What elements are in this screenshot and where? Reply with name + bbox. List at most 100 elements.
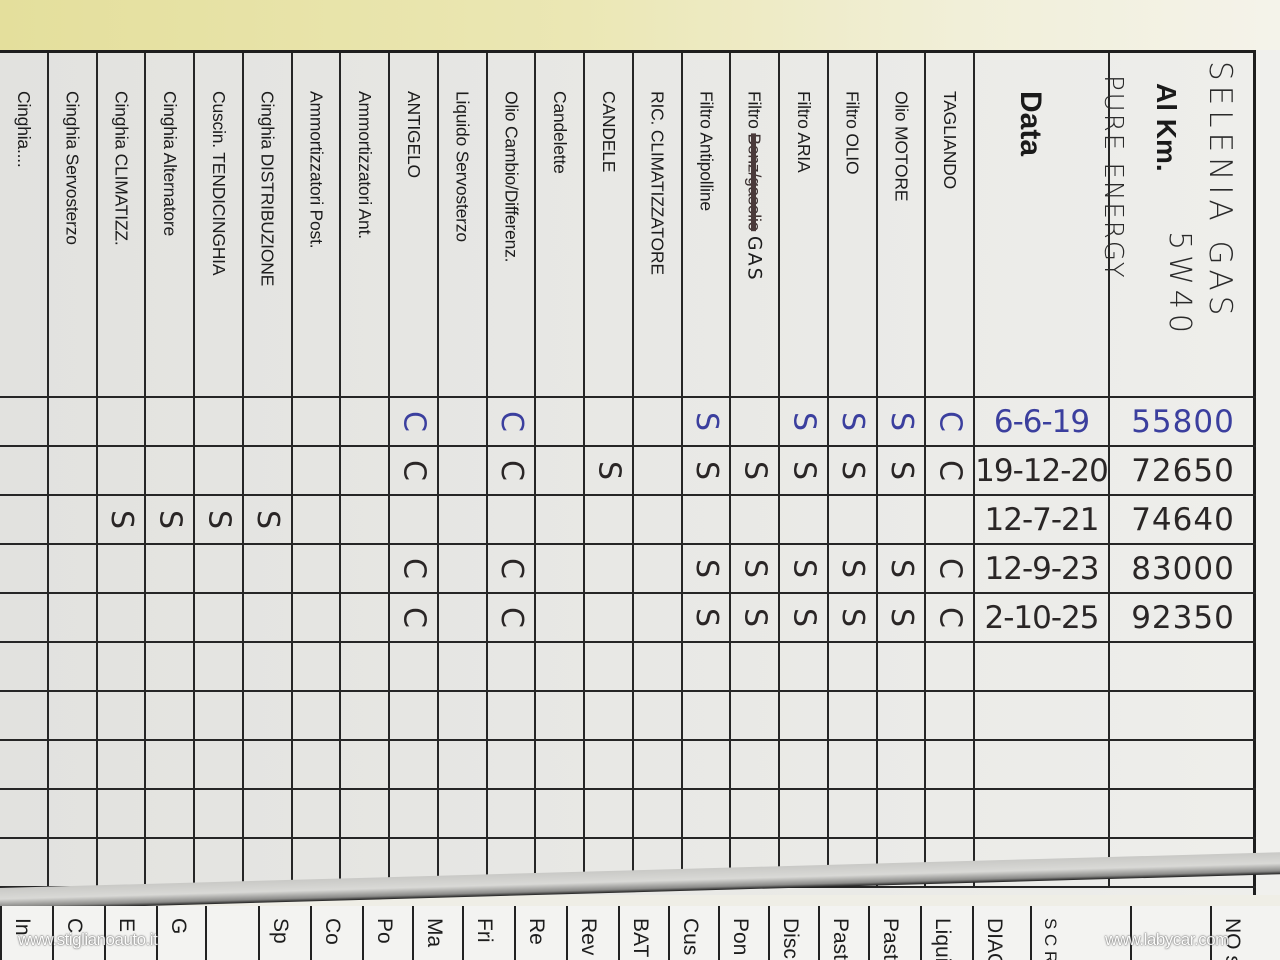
next-page-label: Rev [577,918,600,956]
log-cell [487,496,537,545]
item-label-text: ANTIGELO [403,91,424,178]
log-cell: S [877,545,927,594]
item-label: Olio MOTORE [890,91,911,201]
log-cell [146,692,195,741]
log-cell: S [731,447,780,496]
item-header-cell: CANDELE [585,53,634,398]
log-cell [682,692,732,741]
log-cell [536,692,585,741]
next-page-column: G [156,906,205,960]
date-value: 2-10-25 [984,599,1100,636]
log-cell [780,692,829,741]
log-cell [97,741,147,790]
log-cell [536,545,585,594]
log-cell [341,790,390,839]
log-cell [877,496,927,545]
item-header-cell: Ammortizzatori Post. [292,53,342,398]
log-cell [48,643,98,692]
next-page-label: Liqui [931,918,954,960]
item-header-cell: Olio MOTORE [877,53,927,398]
log-cell: S [780,594,829,643]
log-cell [243,790,293,839]
log-cell: S [682,594,732,643]
log-cell [536,790,585,839]
log-cell [585,496,634,545]
date-cell [975,790,1110,839]
check-mark-s: S [591,460,627,481]
check-mark-c: C [493,607,529,628]
next-page-label: E [115,918,138,933]
item-header-cell: ANTIGELO [390,53,439,398]
item-label: Ammortizzatori Post. [305,91,326,248]
check-mark-s: S [883,558,919,579]
background-surface [0,0,1280,52]
log-cell [0,594,49,643]
log-cell [146,839,195,888]
log-cell [0,545,49,594]
log-cell [97,643,147,692]
check-mark-s: S [688,607,724,628]
item-label-text: Filtro [744,91,765,129]
next-page-label: S C R- P- [1041,918,1060,960]
log-cell [780,643,829,692]
log-cell: S [731,545,780,594]
struck-text: Benz/gasolio [744,133,765,232]
km-cell: 83000 [1110,545,1256,594]
log-row: S S S S 12-7-21 74640 [0,496,1256,545]
log-cell [195,692,244,741]
item-header-cell: Cinghia Alternatore [146,53,195,398]
log-cell [926,741,975,790]
item-header-cell: Filtro ARIA [780,53,829,398]
next-page-label: Ma [423,918,446,948]
next-page-label: In [11,918,34,936]
log-cell [633,643,683,692]
log-cell [292,692,342,741]
log-cell [292,447,342,496]
log-row [0,790,1256,839]
log-cell [97,398,147,447]
log-cell [146,643,195,692]
next-page-column: Rev [566,906,618,960]
log-cell [48,839,98,888]
item-label-text: Cinghia Alternatore [160,91,181,237]
log-cell: C [390,398,439,447]
log-cell [585,790,634,839]
date-header-label: Data [1014,91,1047,157]
log-cell: C [487,594,537,643]
log-cell: S [780,447,829,496]
km-header-label: Al Km. [1151,83,1182,172]
next-page-column: Sp [258,906,310,960]
next-page-label: Cus [679,918,702,956]
item-label-text: Ammortizzatori Ant. [355,91,376,239]
log-cell [292,741,342,790]
log-cell [97,839,147,888]
km-value: 92350 [1131,599,1235,636]
date-value: 12-9-23 [984,550,1100,587]
log-cell [585,643,634,692]
item-label: Cinghia Servosterzo [62,91,83,245]
log-cell: C [487,447,537,496]
watermark-right: www.labycar.com [1105,930,1229,949]
item-label-text: Candelette [550,91,571,174]
log-cell [292,594,342,643]
next-page-column: DIAG [972,906,1030,960]
next-page-column: Liqui [920,906,972,960]
item-header-cell: Filtro OLIO [828,53,878,398]
check-mark-s: S [883,607,919,628]
log-cell [243,594,293,643]
log-cell [633,398,683,447]
log-cell [926,643,975,692]
log-cell: S [146,496,195,545]
log-cell [536,398,585,447]
km-header-cell: Al Km. SELENIA GAS 5W40 PURE ENERGY [1098,53,1256,398]
log-cell [633,692,683,741]
log-cell [731,741,780,790]
next-page-label: Sp [269,918,292,944]
log-cell [731,496,780,545]
log-cell [292,545,342,594]
log-cell [341,643,390,692]
item-header-cell: Cinghia.... [0,53,49,398]
item-header-cell: TAGLIANDO [926,53,975,398]
next-page-column: Po [362,906,412,960]
item-label: Olio Cambio/Differenz. [500,91,521,262]
